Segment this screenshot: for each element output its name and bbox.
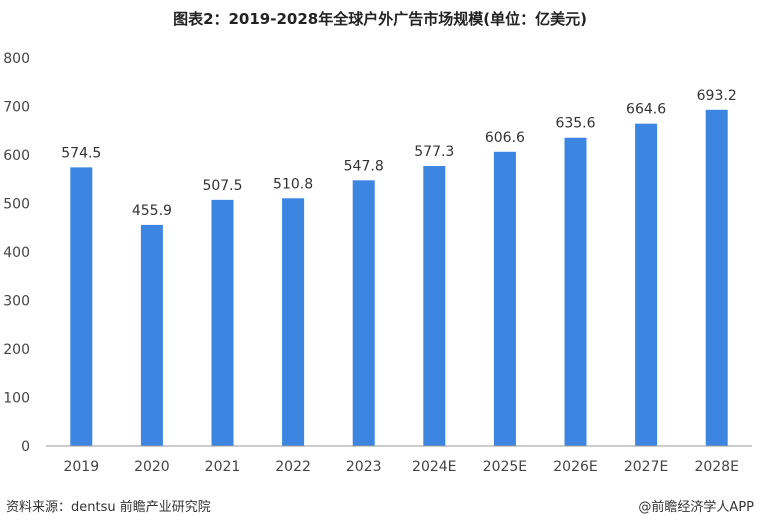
x-tick-label: 2022 bbox=[275, 459, 311, 475]
x-tick-label: 2028E bbox=[694, 459, 738, 475]
y-tick-label: 600 bbox=[3, 148, 30, 164]
data-label: 664.6 bbox=[626, 102, 666, 118]
x-axis: 2019 2020 2021 2022 2023 2024E 2025E 2026E 2027E… bbox=[46, 445, 752, 475]
bar bbox=[635, 123, 658, 446]
data-label: 635.6 bbox=[555, 116, 595, 132]
data-label: 507.5 bbox=[202, 178, 242, 194]
data-label: 574.5 bbox=[61, 145, 101, 161]
data-label: 693.2 bbox=[697, 88, 737, 104]
data-label: 455.9 bbox=[132, 203, 172, 219]
y-tick-label: 300 bbox=[3, 294, 30, 310]
data-label: 510.8 bbox=[273, 176, 313, 192]
x-tick-label: 2024E bbox=[412, 459, 456, 475]
x-tick-label: 2026E bbox=[553, 459, 597, 475]
x-tick-label: 2025E bbox=[483, 459, 527, 475]
data-label: 547.8 bbox=[344, 158, 384, 174]
y-tick-label: 700 bbox=[3, 100, 30, 116]
bar bbox=[705, 109, 728, 446]
source-note: 资料来源：dentsu 前瞻产业研究院 bbox=[6, 500, 211, 515]
data-label: 606.6 bbox=[485, 130, 525, 146]
x-tick-label: 2027E bbox=[624, 459, 668, 475]
y-tick-label: 0 bbox=[21, 439, 30, 455]
y-tick-label: 500 bbox=[3, 197, 30, 213]
bar bbox=[423, 166, 446, 446]
bar bbox=[564, 137, 587, 446]
x-tick-label: 2023 bbox=[346, 459, 382, 475]
bar bbox=[352, 180, 375, 446]
x-tick-label: 2021 bbox=[205, 459, 241, 475]
x-tick-label: 2020 bbox=[134, 459, 170, 475]
data-label: 577.3 bbox=[414, 144, 454, 160]
y-tick-label: 800 bbox=[3, 51, 30, 67]
chart-title: 图表2：2019-2028年全球户外广告市场规模(单位：亿美元) bbox=[173, 10, 587, 28]
credit-note: @前瞻经济学人APP bbox=[638, 500, 754, 515]
bar-series: 574.5 455.9 507.5 510.8 547.8 577.3 606.6 635.6… bbox=[61, 88, 737, 446]
y-tick-label: 200 bbox=[3, 342, 30, 358]
y-tick-label: 400 bbox=[3, 245, 30, 261]
x-tick-label: 2019 bbox=[63, 459, 99, 475]
bar bbox=[493, 151, 516, 446]
bar bbox=[211, 199, 234, 446]
y-tick-label: 100 bbox=[3, 391, 30, 407]
bar bbox=[70, 167, 93, 446]
y-axis: 0 100 200 300 400 500 600 700 800 bbox=[3, 51, 30, 455]
bar bbox=[282, 198, 305, 446]
bar bbox=[140, 224, 163, 446]
